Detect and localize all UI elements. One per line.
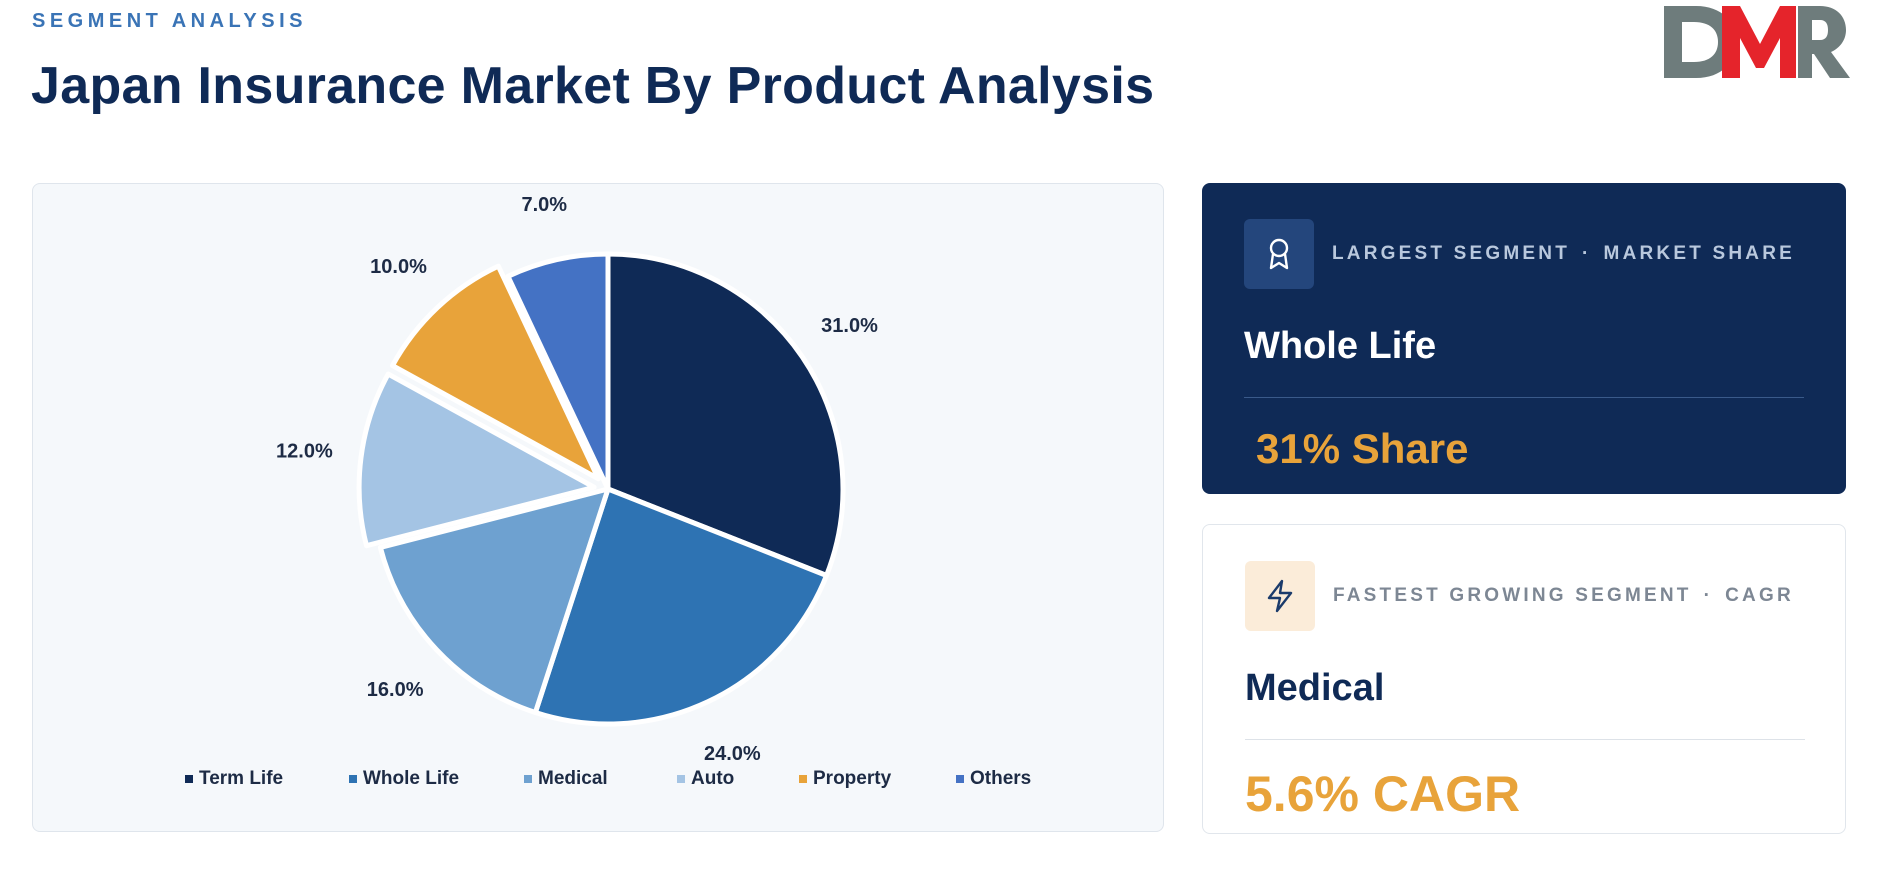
legend-label: Whole Life xyxy=(363,768,460,789)
legend-item-medical: Medical xyxy=(524,768,608,790)
legend-label: Auto xyxy=(691,768,735,789)
legend-swatch xyxy=(185,775,193,783)
largest-segment-share: 31% Share xyxy=(1256,425,1469,472)
legend-label: Medical xyxy=(538,768,608,789)
legend-item-property: Property xyxy=(799,768,891,790)
legend-swatch xyxy=(677,775,685,783)
pie-data-label: 24.0% xyxy=(704,743,761,764)
pie-data-label: 7.0% xyxy=(522,194,568,216)
legend-item-term-life: Term Life xyxy=(185,768,283,790)
largest-segment-label: LARGEST SEGMENT · MARKET SHARE xyxy=(1332,243,1796,264)
pie-slice-others xyxy=(505,251,611,492)
dmr-logo xyxy=(1664,6,1850,78)
chart-legend: Term Life Whole Life Medical Auto Property Ot… xyxy=(33,768,1163,798)
logo-letter-m xyxy=(1722,6,1796,78)
card-divider xyxy=(1245,739,1805,740)
fastest-growing-label: FASTEST GROWING SEGMENT · CAGR xyxy=(1333,585,1794,606)
pie-chart: 31.0% 24.0% 16.0% 12.0% 10.0% 7.0% xyxy=(276,194,878,764)
legend-swatch xyxy=(349,775,357,783)
fastest-growing-name: Medical xyxy=(1245,667,1385,709)
pie-data-label: 31.0% xyxy=(821,315,878,337)
legend-item-whole-life: Whole Life xyxy=(349,768,459,790)
fastest-growing-card: FASTEST GROWING SEGMENT · CAGR Medical 5.6… xyxy=(1202,524,1846,834)
page-title: Japan Insurance Market By Product Analys… xyxy=(31,57,1155,115)
legend-item-others: Others xyxy=(956,768,1031,790)
pie-data-label: 12.0% xyxy=(276,441,333,463)
legend-swatch xyxy=(956,775,964,783)
legend-label: Property xyxy=(813,768,892,789)
pie-slice-property xyxy=(389,263,601,482)
card-divider xyxy=(1244,397,1804,398)
fastest-growing-cagr: 5.6% CAGR xyxy=(1245,766,1521,822)
logo-letter-d xyxy=(1664,6,1736,78)
legend-swatch xyxy=(799,775,807,783)
lightning-bolt-icon xyxy=(1245,561,1315,631)
pie-slice-term-life xyxy=(605,251,846,579)
logo-letter-r xyxy=(1798,6,1850,78)
pie-slice-auto xyxy=(356,371,597,549)
legend-swatch xyxy=(524,775,532,783)
pie-data-label: 10.0% xyxy=(370,256,427,278)
legend-label: Term Life xyxy=(199,768,284,789)
largest-segment-card: LARGEST SEGMENT · MARKET SHARE Whole Life … xyxy=(1202,183,1846,494)
largest-segment-name: Whole Life xyxy=(1244,325,1437,367)
pie-slice-whole-life xyxy=(532,486,829,727)
pie-slice-medical xyxy=(377,486,611,715)
chart-panel: 31.0% 24.0% 16.0% 12.0% 10.0% 7.0% Term Life W… xyxy=(32,183,1164,832)
section-eyebrow: SEGMENT ANALYSIS xyxy=(32,10,307,32)
legend-item-auto: Auto xyxy=(677,768,734,790)
legend-label: Others xyxy=(970,768,1032,789)
pie-data-label: 16.0% xyxy=(367,679,424,701)
award-ribbon-icon xyxy=(1244,219,1314,289)
